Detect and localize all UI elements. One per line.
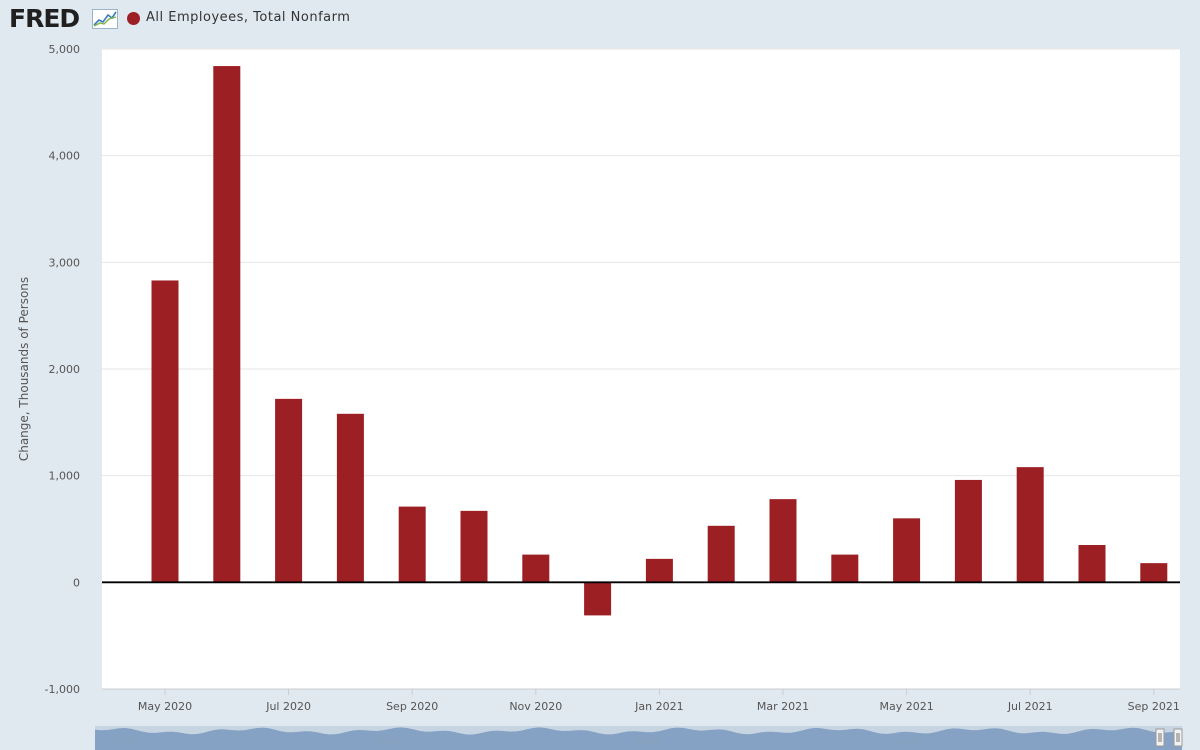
x-tick-label: Sep 2021	[1128, 700, 1180, 713]
bar	[1016, 467, 1044, 583]
navigator-year-1940: 1940	[112, 737, 137, 748]
legend-marker	[127, 12, 140, 25]
bar	[893, 518, 921, 583]
navigator-year-1980: 1980	[635, 737, 660, 748]
bar	[1078, 545, 1106, 583]
bar	[769, 499, 797, 583]
y-axis-title: Change, Thousands of Persons	[17, 277, 31, 461]
fred-line-graph-icon	[92, 9, 118, 29]
navigator-handle-right[interactable]	[1173, 728, 1183, 747]
x-tick-label: Mar 2021	[757, 700, 809, 713]
fred-logo[interactable]: FRED	[9, 4, 80, 33]
chart-header: FRED All Employees, Total Nonfarm	[0, 0, 1200, 40]
y-tick-label: 5,000	[49, 43, 81, 56]
bar	[1140, 563, 1168, 583]
bar	[275, 398, 303, 583]
x-tick-label: May 2021	[879, 700, 933, 713]
bar	[954, 479, 982, 583]
x-tick-label: Jul 2021	[1007, 700, 1053, 713]
y-axis: -1,000 0 1,000 2,000 3,000 4,000 5,000	[45, 43, 80, 696]
x-tick-label: Jan 2021	[634, 700, 683, 713]
y-tick-label: 1,000	[49, 470, 81, 483]
bar	[398, 506, 426, 583]
bar	[522, 554, 550, 583]
bar	[584, 582, 612, 616]
navigator-series-area	[95, 727, 1182, 750]
bar	[831, 554, 859, 583]
y-tick-label: 3,000	[49, 256, 81, 269]
navigator[interactable]: 1940 1960 1980 2000	[95, 726, 1183, 750]
y-tick-label: 4,000	[49, 150, 81, 163]
y-tick-label: -1,000	[45, 683, 80, 696]
bar	[645, 558, 673, 583]
bar	[213, 66, 241, 583]
x-tick-label: May 2020	[138, 700, 192, 713]
bar	[151, 280, 179, 583]
x-axis: May 2020 Jul 2020 Sep 2020 Nov 2020 Jan 2021…	[102, 688, 1180, 713]
x-tick-label: Nov 2020	[509, 700, 562, 713]
y-tick-label: 2,000	[49, 363, 81, 376]
navigator-year-2000: 2000	[897, 737, 922, 748]
legend-label: All Employees, Total Nonfarm	[146, 10, 351, 25]
x-tick-label: Sep 2020	[386, 700, 438, 713]
bar	[460, 510, 488, 583]
bar	[707, 525, 735, 583]
y-tick-label: 0	[73, 576, 80, 589]
bar	[336, 413, 364, 583]
x-tick-label: Jul 2020	[265, 700, 311, 713]
navigator-year-1960: 1960	[372, 737, 397, 748]
navigator-handle-left[interactable]	[1155, 728, 1165, 747]
bars	[151, 66, 1168, 616]
